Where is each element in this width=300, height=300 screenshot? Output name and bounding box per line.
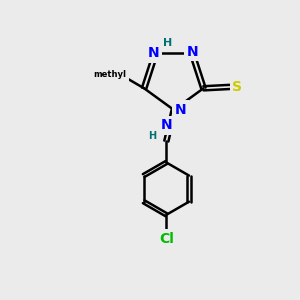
Text: S: S: [232, 80, 242, 94]
Text: Cl: Cl: [159, 232, 174, 246]
Text: N: N: [148, 46, 160, 60]
Text: methyl: methyl: [94, 70, 127, 79]
Text: N: N: [186, 45, 198, 59]
Text: N: N: [160, 118, 172, 133]
Text: N: N: [175, 103, 186, 117]
Text: H: H: [148, 131, 156, 141]
Text: H: H: [163, 38, 172, 48]
